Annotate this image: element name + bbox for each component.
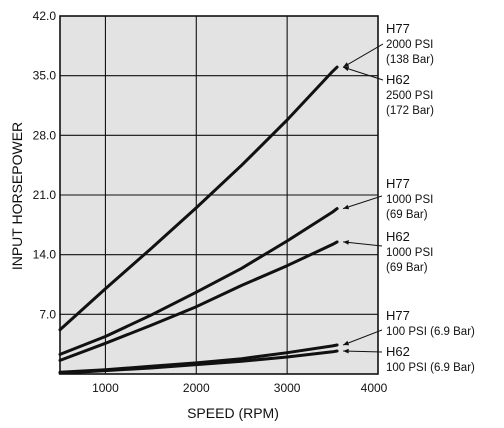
arrowhead-icon: [343, 62, 350, 68]
series-line-5: [58, 349, 339, 375]
annotation-pressure: (172 Bar): [386, 105, 434, 117]
y-tick-label: 7.0: [39, 307, 56, 321]
annotation-a5: H77 100 PSI (6.9 Bar): [342, 308, 475, 346]
annotation-a2: H62 2500 PSI (172 Bar): [342, 66, 434, 117]
annotation-a4: H62 1000 PSI (69 Bar): [343, 229, 433, 274]
annotation-arrow: [343, 350, 383, 353]
tick-labels: 1000 2000 3000 4000 7.0 14.0 21.0 28.0 35.0 42.0: [33, 9, 388, 395]
y-tick-label: 28.0: [33, 128, 57, 142]
annotation-model: H77: [386, 308, 410, 323]
series-line-3: [58, 240, 339, 362]
arrowhead-icon: [343, 340, 350, 346]
annotation-model: H62: [386, 229, 410, 244]
series-line-2: [58, 207, 339, 356]
annotation-arrow: [343, 241, 383, 247]
arrowhead-icon: [343, 204, 350, 210]
annotation-pressure: 100 PSI (6.9 Bar): [386, 362, 475, 374]
annotation-model: H62: [386, 344, 410, 359]
annotation-arrow: [342, 195, 383, 210]
y-axis-label: INPUT HORSEPOWER: [9, 122, 25, 270]
annotation-model: H77: [386, 21, 410, 36]
x-tick-label: 1000: [92, 381, 119, 395]
annotation-pressure: 2500 PSI: [386, 90, 433, 102]
grid-lines: [60, 16, 378, 374]
annotation-pressure: 1000 PSI: [386, 194, 433, 206]
x-tick-label: 4000: [361, 381, 388, 395]
annotation-model: H62: [386, 72, 410, 87]
series-lines: [58, 65, 339, 375]
annotation-arrow: [342, 43, 384, 68]
y-tick-label: 21.0: [33, 188, 57, 202]
y-tick-label: 35.0: [33, 69, 57, 83]
y-tick-label: 14.0: [33, 248, 57, 262]
x-tick-label: 2000: [183, 381, 210, 395]
annotation-pressure: 2000 PSI: [386, 39, 433, 51]
annotation-a1: H77 2000 PSI (138 Bar): [342, 21, 434, 68]
arrowhead-icon: [343, 240, 349, 245]
annotation-a6: H62 100 PSI (6.9 Bar): [343, 344, 475, 374]
annotation-arrow: [342, 329, 383, 346]
arrowhead-icon: [343, 66, 350, 72]
x-axis-label: SPEED (RPM): [187, 405, 279, 421]
annotation-pressure: (138 Bar): [386, 54, 434, 66]
x-tick-label: 3000: [274, 381, 301, 395]
annotation-pressure: (69 Bar): [386, 209, 428, 221]
annotation-pressure: (69 Bar): [386, 262, 428, 274]
series-line-0: [58, 65, 339, 332]
annotation-model: H77: [386, 176, 410, 191]
y-tick-label: 42.0: [33, 9, 57, 23]
annotation-pressure: 100 PSI (6.9 Bar): [386, 326, 475, 338]
annotation-pressure: 1000 PSI: [386, 247, 433, 259]
arrowhead-icon: [343, 348, 349, 354]
annotations: H77 2000 PSI (138 Bar) H62 2500 PSI (172 Bar)…: [342, 21, 475, 374]
annotation-arrow: [342, 66, 384, 81]
annotation-a3: H77 1000 PSI (69 Bar): [342, 176, 433, 221]
